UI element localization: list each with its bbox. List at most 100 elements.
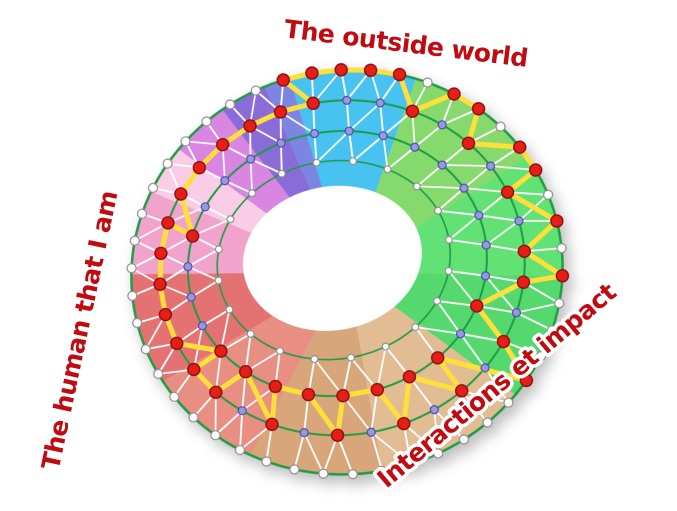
red-node (405, 104, 420, 118)
white-node (126, 263, 137, 274)
purple-node (437, 160, 447, 170)
red-node (402, 370, 417, 384)
white-node (318, 468, 329, 479)
red-node (550, 214, 564, 228)
red-node (174, 187, 188, 201)
white-node (250, 85, 261, 96)
purple-node (514, 216, 524, 226)
white-node (234, 444, 246, 456)
purple-node (429, 405, 439, 415)
white-node (289, 464, 300, 475)
purple-node (344, 126, 354, 136)
white-node (433, 296, 442, 305)
purple-node (474, 210, 484, 220)
white-node (434, 206, 443, 215)
sector-tan-light (347, 272, 516, 471)
purple-node (511, 308, 522, 318)
wheel-hole (242, 185, 422, 331)
white-node (132, 317, 143, 329)
label-the-human-that-i-am: The human that I am (36, 188, 123, 472)
white-node (458, 434, 470, 445)
red-node (392, 67, 407, 82)
red-node (334, 63, 348, 77)
white-node (136, 208, 148, 219)
white-node (140, 344, 151, 355)
white-node (180, 136, 191, 147)
white-node (383, 165, 392, 174)
white-node (554, 298, 565, 309)
purple-node (480, 363, 490, 373)
red-node (214, 344, 228, 358)
wheel-body (126, 63, 570, 480)
white-node (381, 342, 390, 351)
white-node (188, 412, 199, 423)
white-node (153, 368, 164, 380)
purple-node (480, 271, 491, 281)
red-node (397, 416, 411, 431)
white-node (376, 465, 388, 477)
white-node (495, 121, 506, 132)
white-node (312, 158, 321, 167)
red-node (265, 417, 279, 432)
red-node (154, 246, 168, 261)
purple-node (183, 262, 193, 272)
white-node (246, 329, 255, 338)
red-node (519, 373, 534, 388)
red-node (170, 336, 184, 351)
white-node (127, 290, 138, 301)
red-node (363, 63, 378, 78)
red-node (209, 385, 223, 399)
white-node (422, 77, 433, 88)
white-node (129, 235, 140, 246)
red-node (243, 119, 257, 133)
red-node (276, 73, 290, 87)
red-node (161, 216, 175, 230)
purple-node (437, 120, 447, 130)
red-node (516, 275, 531, 289)
red-node (273, 105, 288, 119)
purple-node (186, 292, 196, 302)
purple-node (342, 95, 352, 105)
red-node (238, 364, 253, 379)
red-node (431, 351, 445, 365)
wheel (126, 63, 570, 480)
red-node (496, 334, 511, 349)
purple-node (276, 138, 286, 148)
white-node (535, 350, 547, 362)
white-node (412, 182, 421, 191)
purple-node (197, 321, 208, 331)
red-node (268, 379, 283, 394)
red-node (330, 428, 345, 442)
white-node (210, 430, 221, 441)
white-node (411, 323, 420, 332)
red-node (455, 384, 469, 398)
white-node (482, 417, 493, 428)
purple-node (485, 161, 496, 171)
white-node (225, 305, 234, 314)
purple-node (378, 131, 388, 141)
red-node (187, 362, 201, 377)
white-node (546, 325, 558, 336)
purple-node (455, 329, 466, 339)
white-node (346, 353, 355, 362)
white-node (277, 169, 286, 178)
red-node (500, 185, 515, 199)
purple-node (246, 154, 256, 164)
purple-node (220, 176, 230, 186)
score-path (157, 67, 565, 438)
purple-node (410, 142, 420, 152)
purple-node (375, 98, 385, 108)
red-node (528, 163, 543, 177)
white-node (214, 245, 223, 254)
white-node (226, 215, 235, 224)
white-node (556, 243, 567, 254)
red-node (301, 387, 316, 402)
label-the-outside-world: The outside world (283, 14, 530, 73)
white-node (433, 448, 444, 459)
purple-node (459, 183, 469, 193)
white-node (543, 189, 554, 200)
white-node (248, 189, 257, 198)
sector-cyan (289, 69, 416, 272)
white-node (169, 391, 180, 402)
